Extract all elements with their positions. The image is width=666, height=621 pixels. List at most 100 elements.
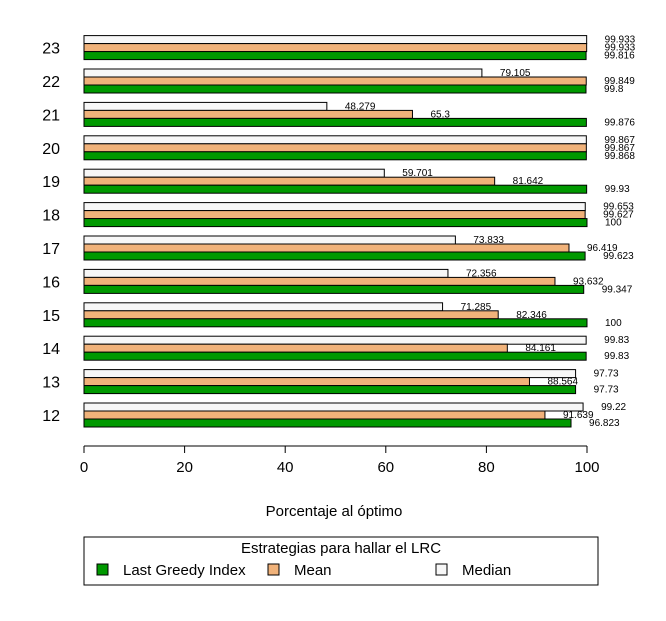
- category-labels: 12 13 14 15 16 17 18 19 20 21 22 23: [42, 41, 60, 425]
- bar-15-mean: [83, 310, 499, 320]
- x-tick-label: 0: [80, 459, 88, 476]
- data-label: 99.627: [603, 210, 634, 221]
- data-label: 100: [605, 318, 622, 329]
- category-label: 19: [42, 174, 60, 191]
- data-label: 65.3: [430, 109, 450, 120]
- data-label: 99.8: [604, 84, 624, 95]
- data-label: 59.701: [402, 168, 433, 179]
- category-label: 18: [42, 208, 60, 225]
- bar-17-mean: [83, 243, 570, 253]
- bar-14-median: [83, 335, 587, 345]
- bar-18-mean: [83, 210, 586, 220]
- data-label: 99.933: [605, 43, 636, 54]
- data-label: 97.73: [594, 369, 619, 380]
- category-label: 22: [42, 74, 60, 91]
- data-label: 72.356: [466, 268, 497, 279]
- bar-16-last-greedy-index: [83, 284, 585, 294]
- data-label: 99.22: [601, 402, 626, 413]
- data-label: 88.564: [547, 377, 578, 388]
- category-label: 12: [42, 408, 60, 425]
- bar-22-median: [83, 68, 483, 78]
- legend-label: Last Greedy Index: [123, 562, 246, 579]
- data-label: 99.93: [605, 184, 630, 195]
- data-label: 99.347: [602, 284, 633, 295]
- bar-23-median: [83, 35, 588, 45]
- bar-21-last-greedy-index: [83, 117, 587, 127]
- bar-16-median: [83, 268, 449, 278]
- x-axis: 0 20 40 60 80 100: [80, 445, 600, 476]
- data-label: 99.623: [603, 251, 634, 262]
- category-label: 15: [42, 308, 60, 325]
- legend-swatch-median: [435, 563, 448, 576]
- legend-title: Estrategias para hallar el LRC: [241, 540, 441, 557]
- bar-19-mean: [83, 176, 496, 186]
- bar-15-last-greedy-index: [83, 318, 588, 328]
- data-label: 99.933: [605, 35, 636, 46]
- data-label: 99.816: [604, 51, 635, 62]
- data-label: 84.161: [525, 343, 556, 354]
- category-label: 16: [42, 274, 60, 291]
- legend: Estrategias para hallar el LRC Last Gree…: [83, 536, 599, 586]
- x-tick-label: 80: [478, 459, 495, 476]
- legend-box: [83, 536, 599, 586]
- data-label: 99.868: [604, 151, 635, 162]
- bar-12-last-greedy-index: [83, 418, 572, 428]
- bar-19-median: [83, 168, 385, 178]
- bar-22-last-greedy-index: [83, 84, 587, 94]
- bar-21-mean: [83, 109, 413, 119]
- x-tick-label: 20: [176, 459, 193, 476]
- legend-label: Mean: [294, 562, 332, 579]
- bar-19-last-greedy-index: [83, 184, 588, 194]
- data-label: 81.642: [513, 176, 544, 187]
- category-label: 20: [42, 141, 60, 158]
- category-label: 23: [42, 41, 60, 58]
- x-tick-label: 100: [574, 459, 599, 476]
- data-label: 96.419: [587, 243, 618, 254]
- data-label: 93.632: [573, 276, 604, 287]
- bar-15-median: [83, 302, 444, 312]
- data-label: 100: [605, 218, 622, 229]
- bar-21-median: [83, 101, 328, 111]
- data-label: 99.867: [604, 143, 635, 154]
- data-label: 96.823: [589, 418, 620, 429]
- legend-swatch-last-greedy-index: [96, 563, 109, 576]
- data-label: 79.105: [500, 68, 531, 79]
- data-label: 99.653: [603, 202, 634, 213]
- bar-12-median: [83, 402, 584, 412]
- bar-14-last-greedy-index: [83, 351, 587, 361]
- category-label: 17: [42, 241, 60, 258]
- data-label: 99.83: [604, 351, 629, 362]
- data-label: 73.833: [473, 235, 504, 246]
- data-label: 99.849: [604, 76, 635, 87]
- legend-swatch-mean: [267, 563, 280, 576]
- bar-14-mean: [83, 343, 508, 353]
- bar-17-last-greedy-index: [83, 251, 586, 261]
- bar-20-mean: [83, 143, 587, 153]
- bar-12-mean: [83, 410, 546, 420]
- data-label: 99.83: [604, 335, 629, 346]
- bar-18-last-greedy-index: [83, 218, 588, 228]
- legend-label: Median: [462, 562, 511, 579]
- bar-13-mean: [83, 377, 530, 387]
- bar-20-last-greedy-index: [83, 151, 587, 161]
- x-tick-label: 40: [277, 459, 294, 476]
- data-label: 71.285: [461, 302, 492, 313]
- bar-16-mean: [83, 276, 556, 286]
- category-label: 13: [42, 375, 60, 392]
- bar-17-median: [83, 235, 456, 245]
- bar-13-last-greedy-index: [83, 385, 577, 395]
- data-label: 99.867: [604, 135, 635, 146]
- data-label: 48.279: [345, 101, 376, 112]
- bar-23-last-greedy-index: [83, 51, 587, 61]
- category-label: 14: [42, 341, 60, 358]
- data-label: 82.346: [516, 310, 547, 321]
- bar-22-mean: [83, 76, 587, 86]
- x-axis-label: Porcentaje al óptimo: [266, 503, 403, 520]
- data-label: 97.73: [594, 385, 619, 396]
- bar-20-median: [83, 135, 587, 145]
- bar-13-median: [83, 369, 577, 379]
- bar-23-mean: [83, 43, 588, 53]
- x-tick-label: 60: [377, 459, 394, 476]
